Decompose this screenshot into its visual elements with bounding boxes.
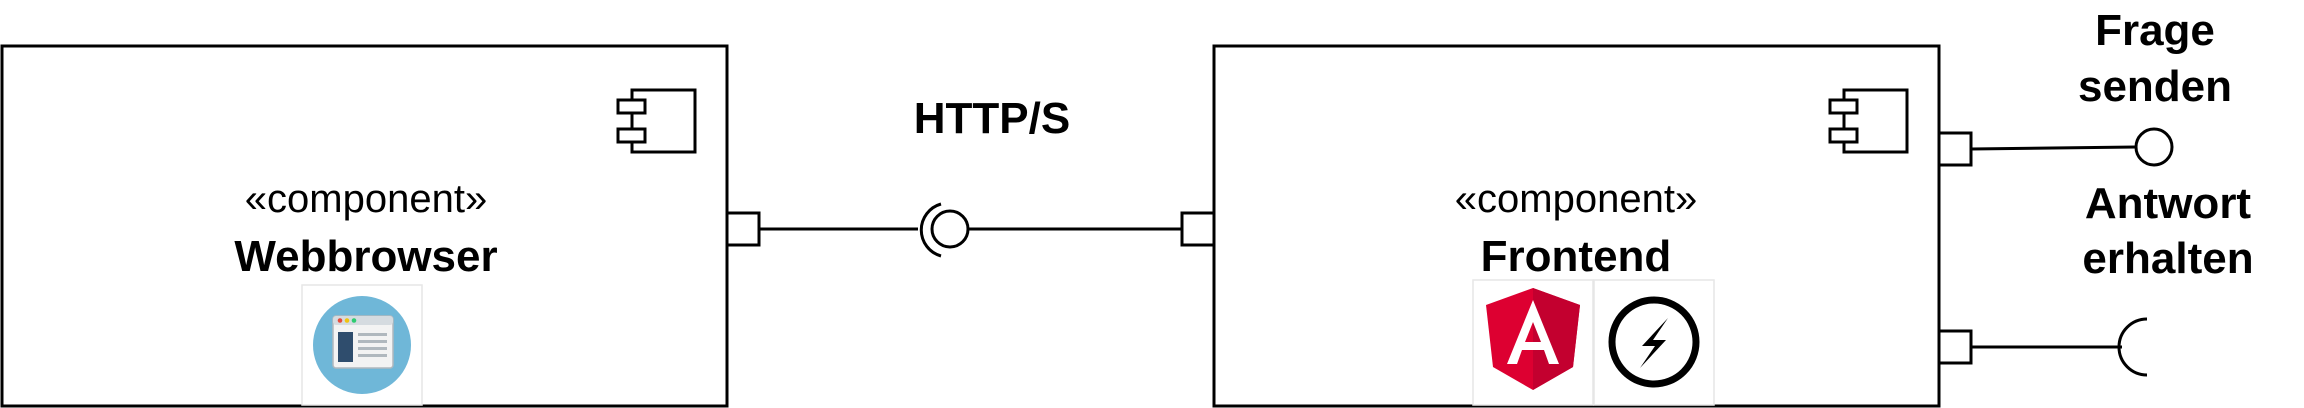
webbrowser-port	[725, 211, 761, 247]
webbrowser-stereotype: «component»	[245, 177, 487, 221]
angular-logo-icon	[1472, 279, 1594, 406]
protocol-label: HTTP/S	[914, 94, 1070, 143]
provided-label-line2: senden	[2078, 62, 2232, 111]
provided-lollipop-icon	[930, 209, 970, 249]
frontend-component: «component» Frontend	[1180, 44, 2174, 408]
required-interface-label: Antwort erhalten	[2082, 179, 2253, 283]
provided-interface-label: Frage senden	[2078, 6, 2232, 111]
provided-interface-lollipop-icon	[2134, 127, 2174, 167]
component-symbol-icon	[616, 88, 697, 154]
component-symbol-icon	[1828, 88, 1909, 154]
browser-window-icon	[301, 284, 423, 406]
http-connection: HTTP/S	[725, 94, 1182, 258]
required-label-line2: erhalten	[2082, 234, 2253, 283]
frontend-name: Frontend	[1481, 232, 1672, 281]
webbrowser-component: «component» Webbrowser	[0, 44, 729, 408]
required-interface-socket-icon	[2117, 317, 2148, 377]
frontend-provided-port	[1937, 131, 1973, 167]
frontend-required-port	[1937, 329, 1973, 365]
frontend-stereotype: «component»	[1455, 177, 1697, 221]
socket-io-logo-icon	[1593, 279, 1715, 406]
required-socket-icon	[919, 202, 942, 258]
webbrowser-name: Webbrowser	[234, 232, 497, 281]
frontend-left-port	[1180, 211, 1216, 247]
required-label-line1: Antwort	[2085, 179, 2252, 228]
provided-label-line1: Frage	[2095, 6, 2215, 55]
provided-interface-line	[1970, 145, 2137, 151]
